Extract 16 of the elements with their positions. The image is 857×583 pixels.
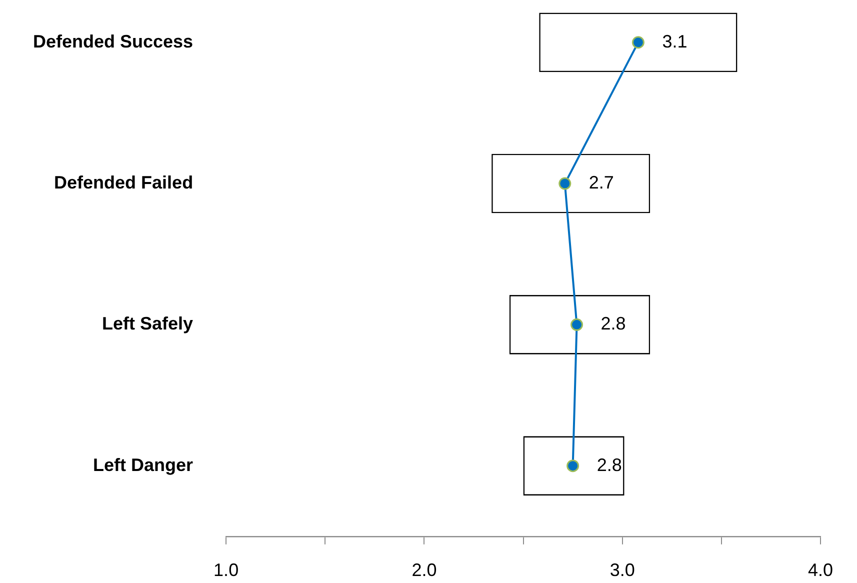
y-tick-label: Defended Failed [54,172,194,192]
data-label: 2.7 [588,172,614,192]
y-tick-label: Defended Success [32,31,194,52]
x-tick-label: 1.0 [214,560,239,580]
data-label: 2.8 [600,314,626,334]
point [570,318,584,331]
data-label: 2.8 [596,454,622,475]
x-tick-label: 2.0 [412,560,437,580]
x-tick-label: 3.0 [610,560,635,580]
point [566,460,580,472]
y-tick-label: Left Danger [93,454,194,475]
x-tick-label: 4.0 [808,560,834,580]
point [558,177,572,190]
y-tick-label: Left Safely [102,314,194,334]
point [632,36,644,49]
data-label: 3.1 [662,31,688,52]
